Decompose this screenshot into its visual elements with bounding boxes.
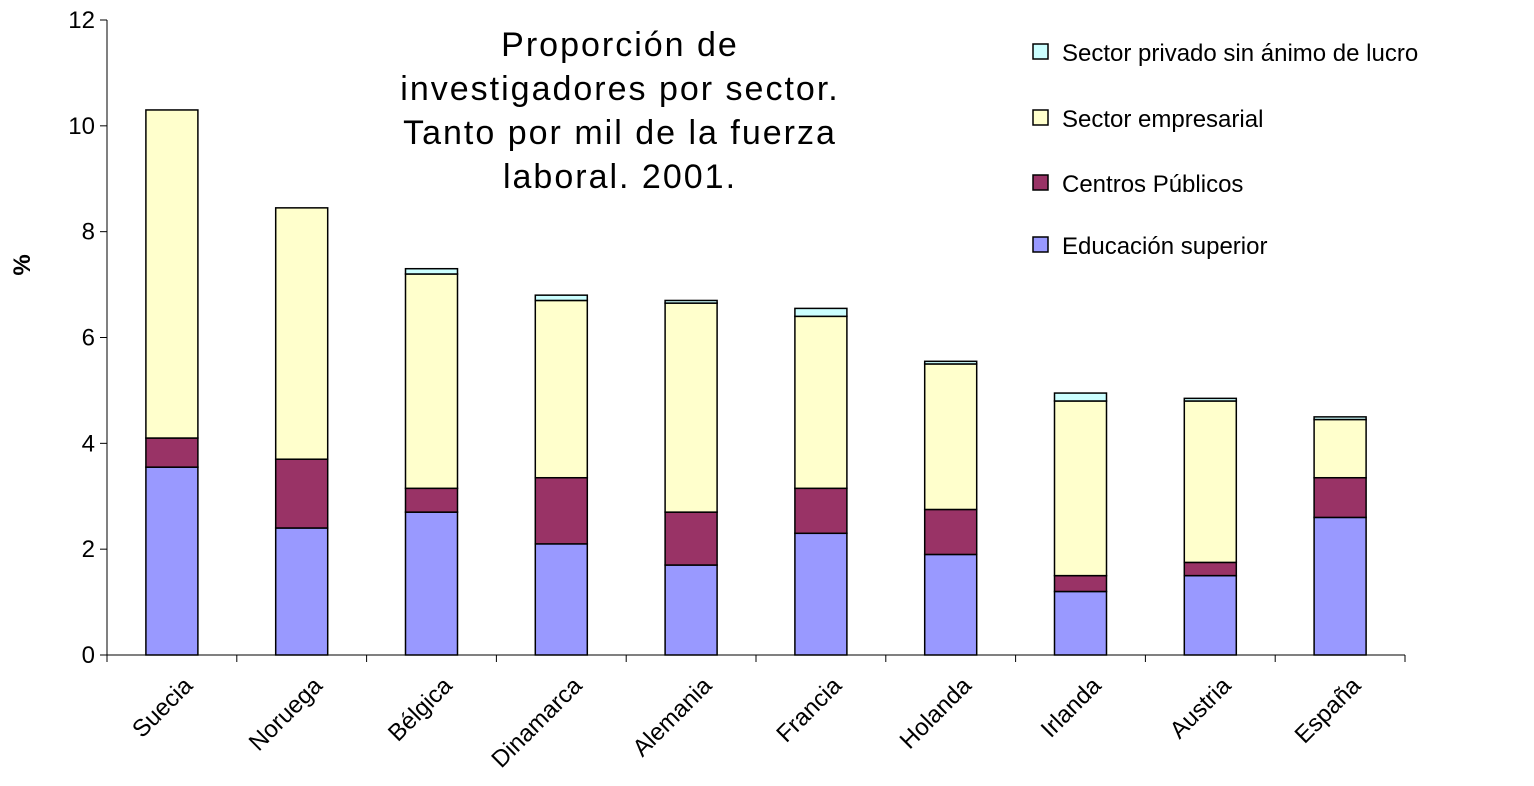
bar-segment (794, 307, 848, 318)
bar-segment (274, 207, 329, 460)
bar-segment (534, 543, 589, 656)
bar-segment (1183, 574, 1238, 656)
bar-segment (404, 273, 459, 490)
bar-segment (1313, 416, 1367, 421)
chart-title: Proporción de (501, 26, 739, 64)
x-tick-label: Dinamarca (486, 672, 588, 774)
bar-segment (1183, 561, 1238, 577)
bar-segment (1053, 400, 1108, 577)
y-tick-label: 12 (68, 7, 95, 34)
bar-segment (923, 363, 978, 511)
bar-segment (794, 315, 848, 490)
bar-segment (404, 487, 459, 513)
chart-title: investigadores por sector. (400, 70, 839, 108)
x-tick-label: Austria (1165, 672, 1237, 744)
x-tick-label: Alemania (627, 672, 717, 762)
bar-segment (1053, 590, 1108, 656)
bar-segment (923, 553, 978, 656)
legend-label: Centros Públicos (1062, 171, 1243, 198)
bar-segment (923, 508, 978, 556)
bar-segment (534, 294, 589, 302)
x-tick-label: Francia (771, 672, 847, 748)
bar-segment (145, 437, 199, 468)
y-tick-label: 6 (82, 325, 95, 352)
x-tick-label: Suecia (127, 672, 198, 743)
bar-segment (1183, 397, 1238, 402)
chart-title: laboral. 2001. (503, 158, 737, 196)
legend-swatch (1032, 236, 1049, 253)
bar-segment (923, 360, 978, 365)
bar-segment (274, 458, 329, 529)
y-tick-label: 2 (82, 536, 95, 563)
bar-segment (1183, 400, 1238, 564)
x-tick-label: Noruega (244, 672, 329, 757)
y-tick-label: 4 (82, 430, 95, 457)
bar-segment (664, 511, 718, 566)
y-tick-label: 10 (68, 113, 95, 140)
legend-label: Educación superior (1062, 233, 1267, 260)
bar-segment (1313, 476, 1367, 519)
legend-swatch (1032, 109, 1049, 126)
legend-swatch (1032, 43, 1049, 60)
bar-segment (534, 299, 589, 479)
x-tick-label: Holanda (895, 672, 978, 755)
bar-segment (664, 564, 718, 656)
bar-segment (404, 511, 459, 656)
bar-segment (794, 532, 848, 656)
bar-segment (664, 299, 718, 304)
chart-title: Tanto por mil de la fuerza (403, 114, 837, 152)
bar-segment (1053, 392, 1108, 402)
bar-segment (145, 466, 199, 656)
bar-segment (404, 267, 459, 275)
x-tick-label: España (1290, 672, 1367, 749)
bar-segment (534, 476, 589, 545)
legend-label: Sector privado sin ánimo de lucro (1062, 40, 1418, 67)
legend-label: Sector empresarial (1062, 106, 1263, 133)
bar-segment (274, 527, 329, 656)
y-tick-label: 8 (82, 219, 95, 246)
x-tick-label: Bélgica (383, 672, 458, 747)
y-tick-label: 0 (82, 642, 95, 669)
bar-segment (1053, 574, 1108, 593)
y-axis-label: % (9, 254, 36, 275)
bar-segment (145, 109, 199, 439)
bar-segment (1313, 516, 1367, 656)
bar-segment (794, 487, 848, 535)
bar-segment (1313, 418, 1367, 479)
bar-segment (664, 302, 718, 513)
legend-swatch (1032, 174, 1049, 191)
x-tick-label: Irlanda (1036, 672, 1107, 743)
